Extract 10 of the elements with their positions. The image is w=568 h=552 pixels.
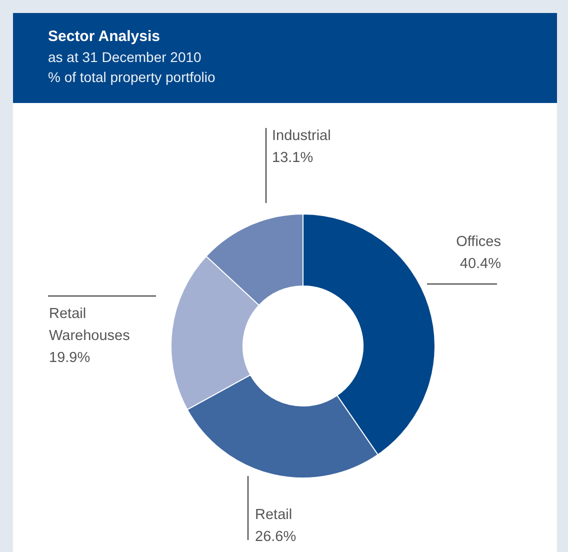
data-label: 19.9% [49, 349, 92, 368]
data-label: 13.1% [272, 149, 314, 168]
slice-label: Retail Warehouses [49, 305, 131, 346]
data-label: 40.4% [458, 255, 501, 274]
slice-label: Retail [255, 506, 294, 525]
chart-subtitle: as at 31 December 2010 % of total property portfolio [48, 48, 216, 87]
chart-title: Sector Analysis [48, 27, 161, 47]
slice-label: Industrial [272, 127, 331, 146]
data-label: 26.6% [255, 528, 296, 547]
slice-label: Offices [456, 233, 501, 252]
